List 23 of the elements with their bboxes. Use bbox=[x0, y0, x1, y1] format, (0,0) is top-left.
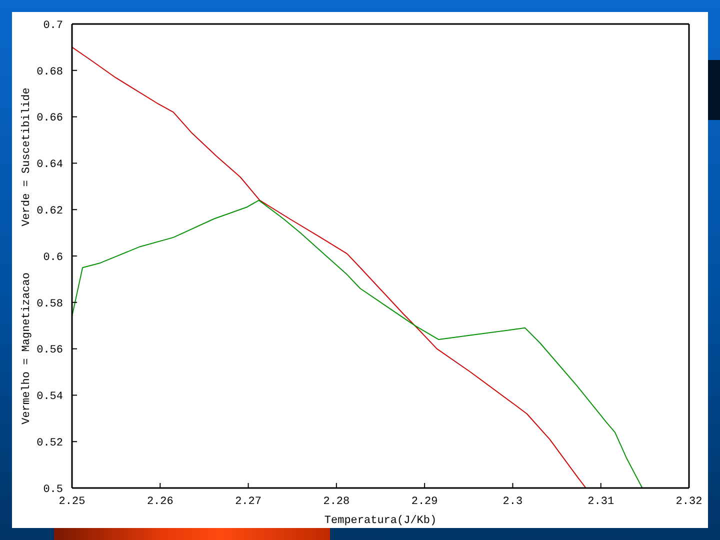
x-tick-label: 2.27 bbox=[235, 496, 262, 508]
y-tick-label: 0.66 bbox=[36, 112, 63, 125]
y-tick-label: 0.5 bbox=[43, 484, 63, 496]
y-tick-label: 0.52 bbox=[36, 438, 63, 450]
x-tick-label: 2.28 bbox=[323, 496, 350, 508]
y-axis-title: Vermelho = Magnetizacao Verde = Suscetibilide bbox=[21, 88, 33, 424]
line-series bbox=[72, 46, 586, 488]
x-tick-label: 2.31 bbox=[588, 496, 614, 508]
y-tick-label: 0.54 bbox=[36, 391, 64, 404]
line-series bbox=[72, 200, 643, 488]
x-tick-label: 2.32 bbox=[676, 496, 702, 508]
x-tick-label: 2.3 bbox=[502, 496, 523, 508]
y-tick-label: 0.58 bbox=[36, 298, 63, 310]
y-tick-label: 0.56 bbox=[36, 344, 63, 357]
y-tick-label: 0.68 bbox=[36, 66, 63, 78]
x-axis-title: Temperatura(J/Kb) bbox=[324, 515, 437, 527]
y-tick-label: 0.64 bbox=[36, 159, 64, 172]
x-tick-label: 2.29 bbox=[411, 496, 438, 508]
y-tick-label: 0.7 bbox=[43, 20, 63, 32]
y-tick-label: 0.62 bbox=[36, 206, 63, 218]
x-tick-label: 2.26 bbox=[146, 496, 174, 508]
y-tick-label: 0.6 bbox=[43, 252, 63, 264]
x-tick-label: 2.25 bbox=[58, 496, 86, 508]
